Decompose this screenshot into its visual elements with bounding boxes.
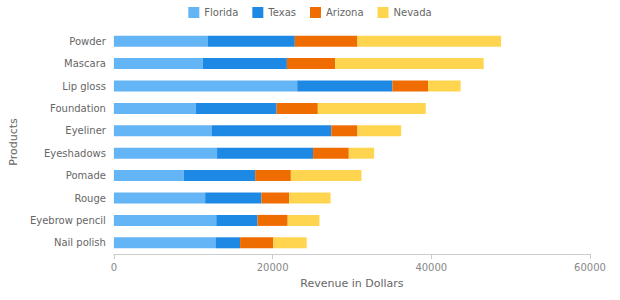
svg-text:Eyeshadows: Eyeshadows xyxy=(44,148,106,159)
svg-text:Nevada: Nevada xyxy=(394,7,432,18)
svg-text:Lip gloss: Lip gloss xyxy=(62,81,106,92)
svg-text:Texas: Texas xyxy=(267,7,296,18)
svg-text:Revenue in Dollars: Revenue in Dollars xyxy=(300,277,404,290)
svg-text:Rouge: Rouge xyxy=(74,193,105,204)
svg-text:40000: 40000 xyxy=(415,262,447,273)
svg-text:Eyebrow pencil: Eyebrow pencil xyxy=(30,215,106,226)
svg-text:0: 0 xyxy=(111,262,117,273)
svg-text:Mascara: Mascara xyxy=(64,58,106,69)
svg-text:Nail polish: Nail polish xyxy=(54,237,106,248)
svg-text:Eyeliner: Eyeliner xyxy=(65,125,106,136)
svg-text:Products: Products xyxy=(7,118,20,166)
svg-text:Foundation: Foundation xyxy=(50,103,106,114)
svg-text:Florida: Florida xyxy=(204,7,238,18)
svg-text:20000: 20000 xyxy=(257,262,289,273)
svg-text:60000: 60000 xyxy=(574,262,606,273)
svg-text:Powder: Powder xyxy=(69,36,106,47)
svg-text:Arizona: Arizona xyxy=(326,7,364,18)
svg-text:Pomade: Pomade xyxy=(66,170,106,181)
